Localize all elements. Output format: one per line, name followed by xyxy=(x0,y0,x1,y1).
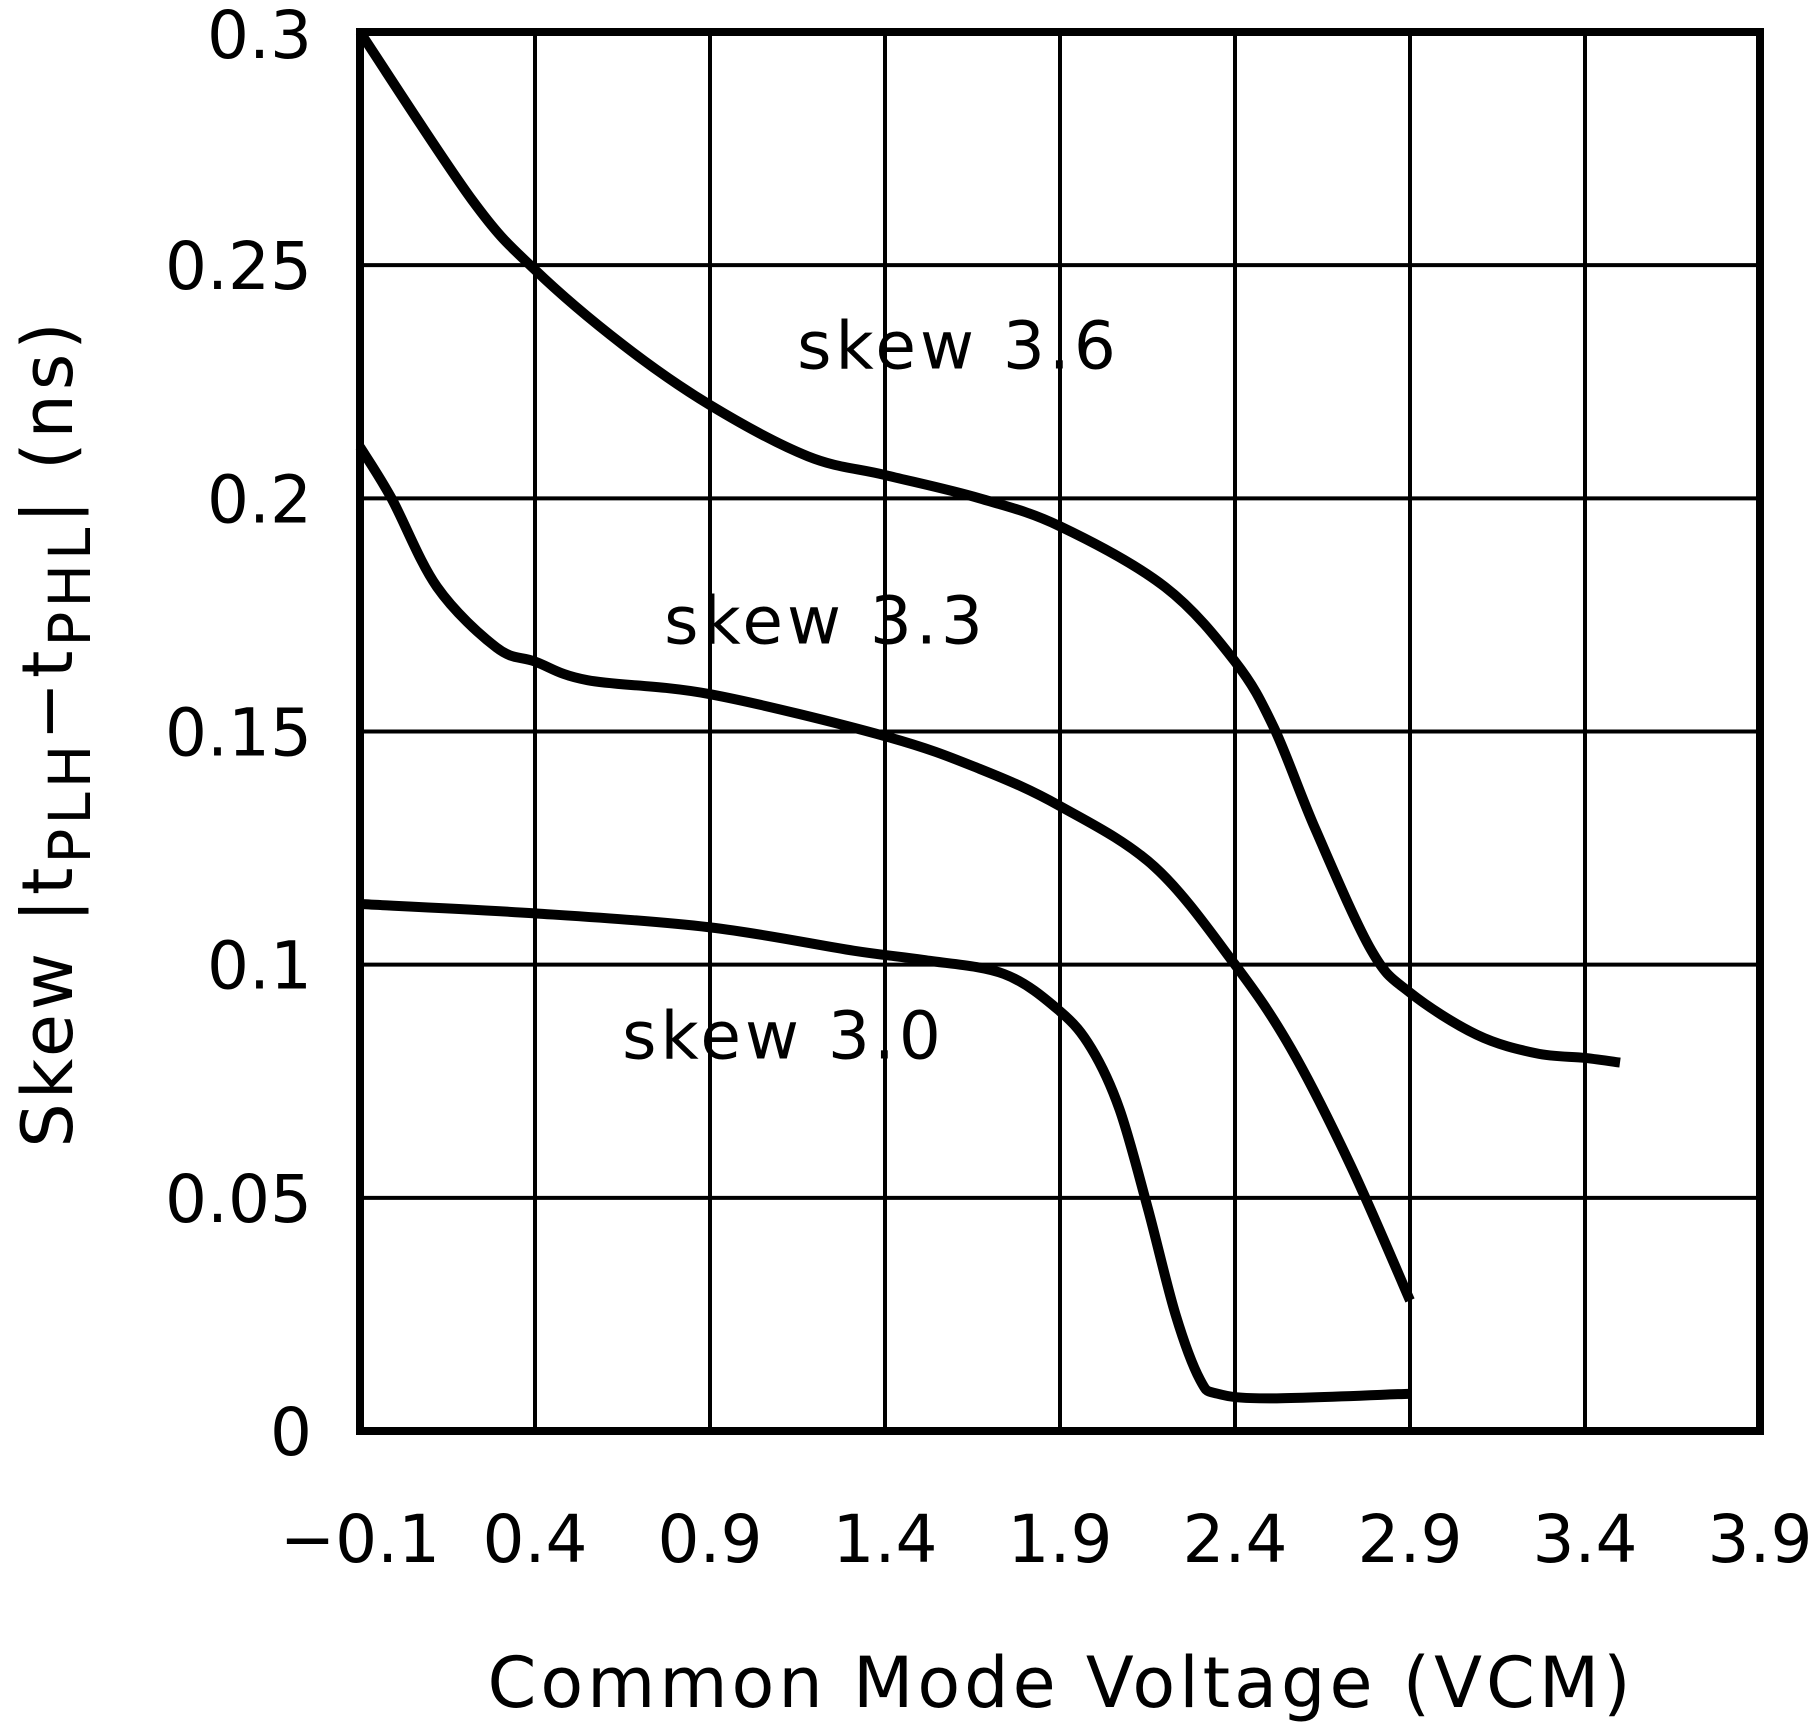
series-label: skew 3.0 xyxy=(622,998,945,1075)
x-tick-label: 2.4 xyxy=(1183,1501,1288,1578)
series-lines xyxy=(355,29,1621,1404)
y-axis-label-subscript: PLH xyxy=(36,741,104,864)
y-tick-label: 0.1 xyxy=(207,928,312,1005)
grid xyxy=(358,30,1762,1433)
y-axis-label-part: −t xyxy=(7,647,89,741)
y-tick-label: 0.15 xyxy=(165,695,312,772)
y-axis-label: Skew |tPLH−tPHL| (ns) xyxy=(7,318,104,1147)
series-label: skew 3.6 xyxy=(797,307,1120,384)
x-tick-label: 1.4 xyxy=(833,1501,938,1578)
x-tick-label: 0.4 xyxy=(483,1501,588,1578)
series-labels: skew 3.6 skew 3.3 skew 3.0 xyxy=(622,307,1120,1075)
x-tick-label: 1.9 xyxy=(1008,1501,1113,1578)
y-axis-label-part: | (ns) xyxy=(7,318,89,523)
x-tick-label: 2.9 xyxy=(1358,1501,1463,1578)
series-line-skew-3-0 xyxy=(359,899,1411,1404)
y-tick-label: 0.2 xyxy=(207,461,312,538)
x-tick-label: 3.9 xyxy=(1708,1501,1810,1578)
y-tick-label: 0.3 xyxy=(207,0,312,74)
y-axis-label-part: Skew |t xyxy=(7,864,89,1148)
y-axis-label-subscript: PHL xyxy=(36,524,104,647)
series-line-skew-3-3 xyxy=(355,444,1415,1303)
tick-labels: −0.1 0.4 0.9 1.4 1.9 2.4 2.9 3.4 3.9 0 0.05 0.1 0.15… xyxy=(165,0,1810,1578)
series-label: skew 3.3 xyxy=(664,583,987,660)
y-tick-label: 0.05 xyxy=(165,1161,312,1238)
y-tick-label: 0.25 xyxy=(165,228,312,305)
x-tick-label: 3.4 xyxy=(1533,1501,1638,1578)
plot-frame xyxy=(356,28,1764,1435)
x-tick-label: 0.9 xyxy=(658,1501,763,1578)
x-tick-label: −0.1 xyxy=(280,1501,440,1578)
y-tick-label: 0 xyxy=(270,1394,312,1471)
series-line-skew-3-6 xyxy=(355,29,1621,1068)
x-axis-label: Common Mode Voltage (VCM) xyxy=(487,1642,1634,1724)
